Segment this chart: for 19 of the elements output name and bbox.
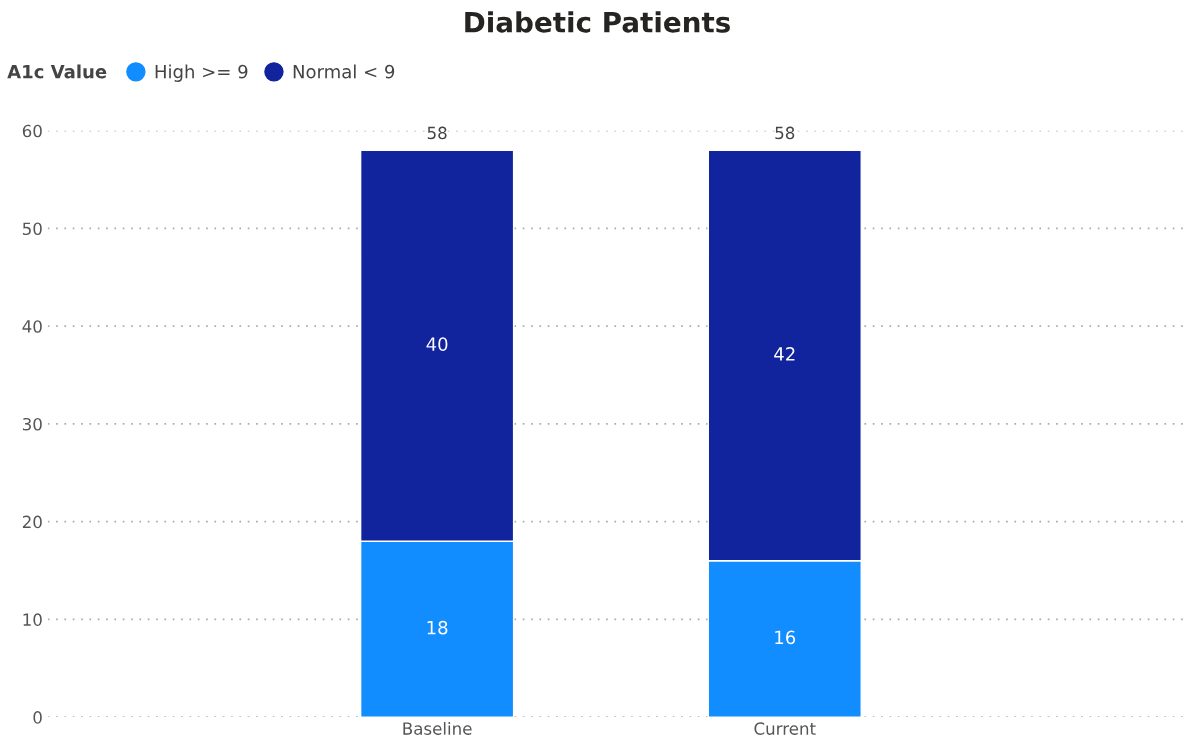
data-label: 42 <box>774 347 795 361</box>
y-tick-label: 30 <box>22 417 42 431</box>
legend-label: Normal < 9 <box>293 64 395 79</box>
y-tick-label: 40 <box>22 320 42 333</box>
x-tick-label: Baseline <box>403 721 472 735</box>
y-tick-label: 0 <box>33 711 42 724</box>
legend-label: High >= 9 <box>155 64 248 82</box>
data-label: 40 <box>426 337 448 351</box>
legend-title: A1c Value <box>7 64 107 79</box>
y-tick-label: 10 <box>23 613 42 626</box>
y-tick-label: 20 <box>22 515 42 529</box>
data-label: 18 <box>427 620 448 635</box>
x-tick-label: Current <box>754 722 816 735</box>
data-label: 16 <box>775 630 796 645</box>
total-label: 58 <box>427 126 447 140</box>
total-label: 58 <box>775 126 795 140</box>
y-tick-label: 60 <box>22 124 42 138</box>
y-tick-label: 50 <box>22 222 42 236</box>
chart-title: Diabetic Patients <box>465 11 730 33</box>
